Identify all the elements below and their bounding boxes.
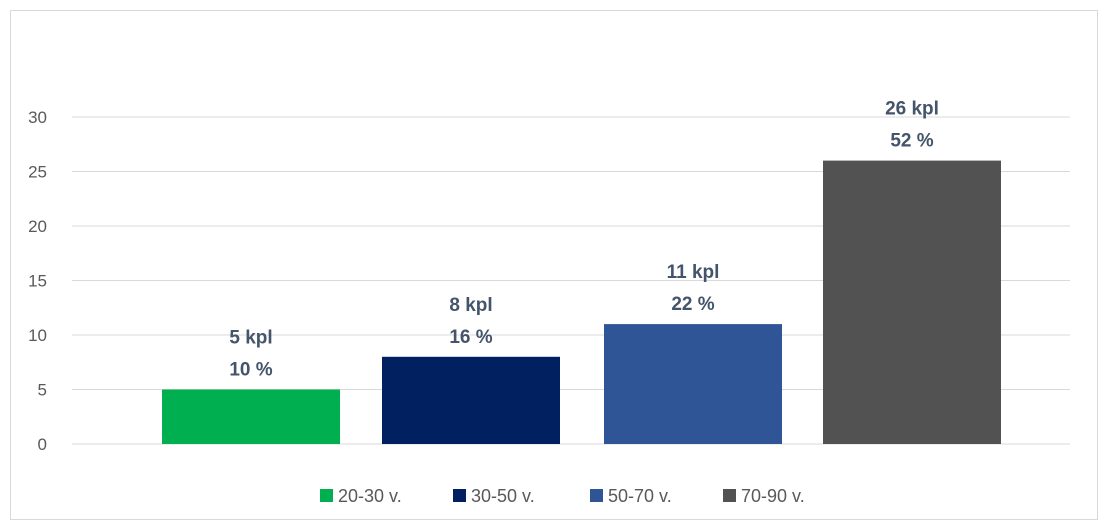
- legend-swatch: [320, 489, 333, 502]
- bar-70-90-v-: [823, 160, 1001, 444]
- y-tick-label: 15: [28, 272, 47, 291]
- legend-swatch: [723, 489, 736, 502]
- data-label-count: 5 kpl: [229, 328, 272, 349]
- y-tick-label: 0: [38, 435, 47, 454]
- legend-swatch: [453, 489, 466, 502]
- bar-50-70-v-: [604, 324, 782, 444]
- y-tick-label: 5: [38, 381, 47, 400]
- bar-30-50-v-: [382, 356, 560, 444]
- legend-swatch: [590, 489, 603, 502]
- bars: [162, 160, 1001, 444]
- legend-label: 20-30 v.: [338, 486, 402, 506]
- legend-label: 50-70 v.: [608, 486, 672, 506]
- legend-label: 70-90 v.: [741, 486, 805, 506]
- data-label-percent: 22 %: [671, 294, 714, 315]
- data-label-percent: 16 %: [449, 327, 492, 348]
- legend-label: 30-50 v.: [471, 486, 535, 506]
- legend: 20-30 v. 30-50 v. 50-70 v. 70-90 v.: [320, 486, 805, 506]
- y-tick-label: 25: [28, 163, 47, 182]
- data-label-percent: 10 %: [229, 360, 272, 381]
- data-labels: 5 kpl 10 % 8 kpl 16 % 11 kpl 22 % 26 kpl 52 %: [229, 99, 939, 381]
- y-axis: 0 5 10 15 20 25 30: [28, 108, 47, 454]
- data-label-count: 11 kpl: [667, 262, 720, 283]
- y-tick-label: 20: [28, 217, 47, 236]
- data-label-count: 8 kpl: [449, 295, 492, 316]
- y-tick-label: 10: [28, 326, 47, 345]
- data-label-count: 26 kpl: [885, 99, 939, 120]
- y-tick-label: 30: [28, 108, 47, 127]
- bar-20-30-v-: [162, 389, 340, 444]
- data-label-percent: 52 %: [890, 131, 933, 152]
